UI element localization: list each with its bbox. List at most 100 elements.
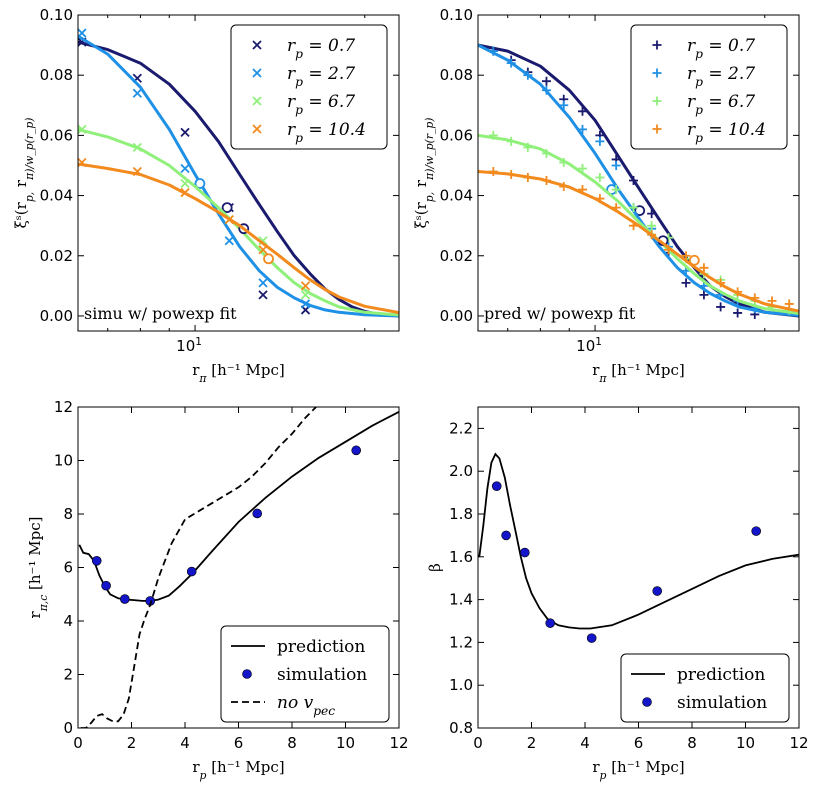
legend: rp = 0.7 rp = 2.7 rp = 6.7 rp = 10.4 <box>630 24 788 150</box>
legend-marker-r-p-0-7 <box>652 40 662 50</box>
y-tick-label: 0.8 <box>449 719 473 737</box>
data-point-r-p-0-7 <box>180 127 190 138</box>
y-tick-label: 0.06 <box>40 126 73 144</box>
legend-marker-r-p-6-7 <box>252 96 262 106</box>
data-point-r-p-10-4 <box>733 287 743 297</box>
y-tick-label: 0.04 <box>440 187 473 205</box>
y-tick-label: 8 <box>63 505 73 523</box>
plot-frame <box>77 14 400 332</box>
panel-bottom-left: 0 2 4 6 8 10 12 0 2 4 6 8 10 12 rp [h⁻¹ Mpc] rπ,c [h⁻¹ … <box>26 398 409 782</box>
y-tick-label: 0.02 <box>40 247 73 265</box>
data-point-r-p-10-4 <box>488 166 498 176</box>
data-point-simulation <box>120 594 130 604</box>
series-line-r-p-2-7 <box>78 34 399 318</box>
data-point-r-p-10-4 <box>699 263 709 273</box>
legend-marker-r-p-2-7 <box>652 68 662 78</box>
data-point-r-p-10-4 <box>767 296 777 306</box>
data-point-simulation <box>586 633 597 643</box>
legend-label-r-p-10-4: rp = 10.4 <box>687 120 766 145</box>
y-tick-label: 0.00 <box>440 307 473 325</box>
legend-label-prediction: prediction <box>277 637 365 657</box>
series-line-r-p-10-4 <box>478 170 799 313</box>
y-tick-label: 1.2 <box>449 633 473 651</box>
legend: rp = 0.7 rp = 2.7 rp = 6.7 rp = 10.4 <box>230 24 388 150</box>
data-point-r-p-2-7 <box>595 136 605 146</box>
x-tick-label: 2 <box>527 734 537 752</box>
data-point-r-p-2-7 <box>577 124 587 134</box>
data-point-r-p-6-7 <box>78 124 87 134</box>
legend-box <box>630 24 788 150</box>
legend-label-r-p-2-7: rp = 2.7 <box>287 64 355 89</box>
data-point-r-p-6-7 <box>488 130 498 140</box>
data-point-simulation <box>751 526 762 536</box>
data-point-r-p-2-7 <box>488 46 498 56</box>
y-tick-label: 0.10 <box>440 6 473 24</box>
y-tick-label: 2.0 <box>449 462 473 480</box>
data-point-r-p-10-4 <box>258 245 268 255</box>
data-point-r-p-6-7 <box>577 163 587 173</box>
panel-bottom-right: 0.8 1.0 1.2 1.4 1.6 1.8 2.0 2.2 0 2 4 6 8 10 12 rp [h⁻¹… <box>426 406 809 782</box>
data-point-r-p-10-4 <box>664 245 674 255</box>
legend-label-prediction: prediction <box>677 665 765 685</box>
plot-area <box>78 407 399 728</box>
y-tick-label: 6 <box>63 559 73 577</box>
y-tick-label: 12 <box>54 398 73 416</box>
legend-marker-simulation <box>642 697 652 707</box>
data-point-r-p-0-7 <box>647 209 657 219</box>
data-point-r-p-6-7 <box>506 136 516 146</box>
data-point-r-p-10-4 <box>541 176 551 186</box>
data-point-r-p-6-7 <box>628 203 638 213</box>
legend-marker-r-p-10-4 <box>252 124 262 134</box>
panel-top-right: 0.00 0.02 0.04 0.06 0.08 0.10 101 rπ [h⁻¹ Mpc] ξ… <box>412 6 800 385</box>
y-tick-label: 0 <box>63 719 73 737</box>
crossover-marker-r-p-2-7 <box>194 178 206 189</box>
x-tick-label: 12 <box>789 734 808 752</box>
data-point-simulation <box>351 445 362 456</box>
data-point-r-p-10-4 <box>224 215 234 225</box>
series-line-r-p-6-7 <box>78 127 399 317</box>
x-tick-label: 101 <box>576 336 602 355</box>
data-point-r-p-6-7 <box>180 178 190 189</box>
y-tick-label: 10 <box>54 452 73 470</box>
legend-marker-r-p-0-7 <box>252 40 262 50</box>
data-point-r-p-0-7 <box>541 76 551 86</box>
data-point-r-p-10-4 <box>784 299 794 309</box>
x-tick-label: 6 <box>634 734 644 752</box>
y-tick-label: 0.06 <box>440 126 473 144</box>
data-point-r-p-0-7 <box>628 176 638 186</box>
data-point-r-p-10-4 <box>628 221 638 231</box>
x-axis-label: rπ [h⁻¹ Mpc] <box>192 361 284 385</box>
data-point-r-p-2-7 <box>180 163 190 174</box>
y-tick-label: 1.6 <box>449 548 473 566</box>
crossover-marker-r-p-10-4 <box>263 253 274 265</box>
data-point-r-p-6-7 <box>258 236 268 246</box>
x-axis-label: rp [h⁻¹ Mpc] <box>592 758 684 782</box>
data-point-r-p-10-4 <box>300 281 311 291</box>
y-tick-label: 0.08 <box>40 66 73 84</box>
x-tick-label: 101 <box>176 336 202 355</box>
data-point-r-p-6-7 <box>523 142 533 152</box>
legend-label-simulation: simulation <box>677 693 767 713</box>
y-tick-label: 2.2 <box>449 419 473 437</box>
data-point-simulation <box>101 580 111 591</box>
x-tick-label: 10 <box>736 734 755 752</box>
data-point-simulation <box>545 618 556 628</box>
legend-marker-r-p-6-7 <box>652 96 662 106</box>
legend-box <box>220 625 390 723</box>
data-point-r-p-10-4 <box>559 182 569 192</box>
legend-label-r-p-0-7: rp = 0.7 <box>687 36 755 61</box>
y-tick-label: 1.8 <box>449 505 473 523</box>
x-axis-label: rπ [h⁻¹ Mpc] <box>592 361 684 385</box>
data-point-r-p-10-4 <box>577 185 587 195</box>
data-point-r-p-2-7 <box>258 278 268 288</box>
x-tick-label: 2 <box>127 734 137 752</box>
data-point-r-p-2-7 <box>78 28 87 38</box>
data-point-r-p-0-7 <box>577 106 587 116</box>
series-line-r-p-0-7 <box>78 40 399 318</box>
data-point-r-p-10-4 <box>595 194 605 204</box>
y-tick-label: 2 <box>63 666 73 684</box>
series-line-no-v-pec <box>80 407 317 728</box>
data-point-r-p-10-4 <box>132 166 142 177</box>
legend-label-r-p-0-7: rp = 0.7 <box>287 36 355 61</box>
